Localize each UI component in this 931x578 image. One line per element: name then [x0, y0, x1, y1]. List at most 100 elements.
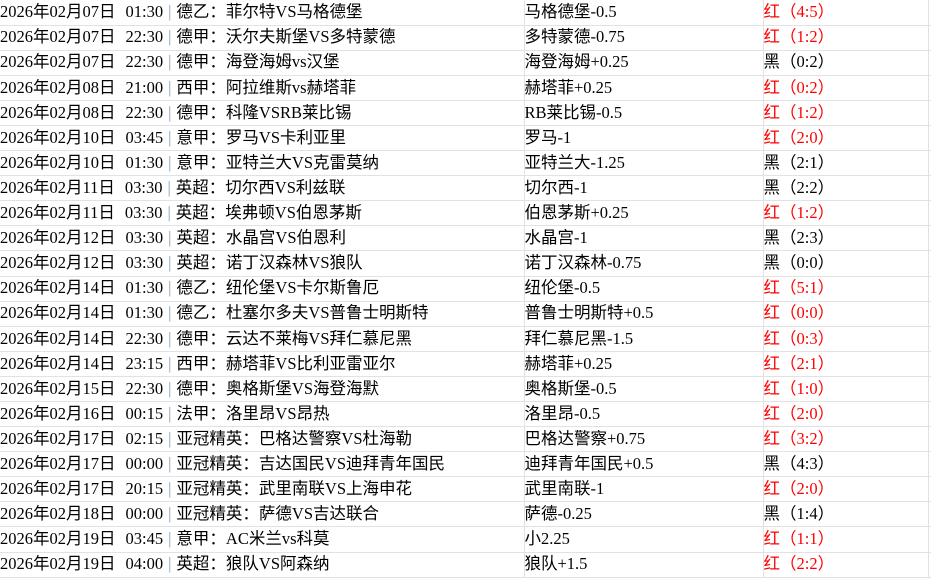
table-row[interactable]: 2026年02月14日 01:30 | 德乙：杜塞尔多夫VS普鲁士明斯特 普鲁士明斯特+… — [0, 301, 931, 327]
match-info-cell[interactable]: 2026年02月14日 22:30 | 德甲：云达不莱梅VS拜仁慕尼黑 — [0, 326, 525, 352]
pick-cell[interactable]: 切尔西-1 — [524, 175, 764, 202]
result-cell[interactable]: 红（1:2） — [763, 100, 929, 126]
pick-cell[interactable]: 小2.25 — [524, 526, 764, 553]
match-info-cell[interactable]: 2026年02月07日 01:30 | 德乙：菲尔特VS马格德堡 — [0, 0, 525, 26]
table-row[interactable]: 2026年02月18日 00:00 | 亚冠精英：萨德VS吉达联合 萨德-0.25 黑（1… — [0, 501, 931, 528]
match-info-cell[interactable]: 2026年02月16日 00:15 | 法甲：洛里昂VS昂热 — [0, 401, 525, 428]
result-cell[interactable]: 红（2:0） — [763, 125, 929, 152]
result-cell[interactable]: 黑（2:3） — [763, 225, 929, 252]
league-colon: ： — [208, 177, 226, 197]
match-info-cell[interactable]: 2026年02月19日 04:00 | 英超：狼队VS阿森纳 — [0, 552, 525, 578]
result-cell[interactable]: 红（2:2） — [763, 552, 929, 578]
pick-cell[interactable]: 水晶宫-1 — [524, 225, 764, 252]
table-row[interactable]: 2026年02月07日 01:30 | 德乙：菲尔特VS马格德堡 马格德堡-0.5 红（4… — [0, 0, 931, 26]
table-row[interactable]: 2026年02月12日 03:30 | 英超：水晶宫VS伯恩利 水晶宫-1 黑（2:3） — [0, 225, 931, 252]
pick-cell[interactable]: 海登海姆+0.25 — [524, 50, 764, 76]
result-cell[interactable]: 红（2:0） — [763, 401, 929, 428]
result-cell[interactable]: 红（2:0） — [763, 476, 929, 503]
match-info-cell[interactable]: 2026年02月17日 00:00 | 亚冠精英：吉达国民VS迪拜青年国民 — [0, 451, 525, 478]
table-row[interactable]: 2026年02月17日 00:00 | 亚冠精英：吉达国民VS迪拜青年国民 迪拜青年国民… — [0, 451, 931, 478]
pick-value: 诺丁汉森林-0.75 — [524, 253, 642, 273]
table-row[interactable]: 2026年02月15日 22:30 | 德甲：奥格斯堡VS海登海默 奥格斯堡-0.5 红（… — [0, 376, 931, 403]
pick-cell[interactable]: 诺丁汉森林-0.75 — [524, 250, 764, 277]
result-cell[interactable]: 红（1:2） — [763, 200, 929, 227]
pick-cell[interactable]: 多特蒙德-0.75 — [524, 25, 764, 51]
pick-cell[interactable]: 武里南联-1 — [524, 476, 764, 503]
pick-cell[interactable]: 赫塔菲+0.25 — [524, 351, 764, 377]
result-cell[interactable]: 黑（0:2） — [763, 50, 929, 76]
result-status-badge: 红 — [763, 2, 781, 22]
table-row[interactable]: 2026年02月19日 03:45 | 意甲：AC米兰vs科莫 小2.25 红（1:1） — [0, 526, 931, 553]
table-row[interactable]: 2026年02月14日 01:30 | 德乙：纽伦堡VS卡尔斯鲁厄 纽伦堡-0.5 红（5… — [0, 276, 931, 302]
result-cell[interactable]: 红（4:5） — [763, 0, 929, 26]
result-status-badge: 黑 — [763, 152, 781, 172]
pick-cell[interactable]: RB莱比锡-0.5 — [524, 100, 764, 126]
pick-cell[interactable]: 洛里昂-0.5 — [524, 401, 764, 428]
table-row[interactable]: 2026年02月16日 00:15 | 法甲：洛里昂VS昂热 洛里昂-0.5 红（2:0） — [0, 401, 931, 428]
match-info-cell[interactable]: 2026年02月07日 22:30 | 德甲：海登海姆vs汉堡 — [0, 50, 525, 76]
table-row[interactable]: 2026年02月14日 22:30 | 德甲：云达不莱梅VS拜仁慕尼黑 拜仁慕尼黑-1.… — [0, 326, 931, 352]
result-cell[interactable]: 黑（4:3） — [763, 451, 929, 478]
result-cell[interactable]: 黑（2:2） — [763, 175, 929, 202]
pick-cell[interactable]: 巴格达警察+0.75 — [524, 426, 764, 453]
result-status-badge: 黑 — [763, 453, 781, 473]
match-info-cell[interactable]: 2026年02月10日 01:30 | 意甲：亚特兰大VS克雷莫纳 — [0, 150, 525, 177]
result-cell[interactable]: 红（5:1） — [763, 276, 929, 302]
table-row[interactable]: 2026年02月10日 01:30 | 意甲：亚特兰大VS克雷莫纳 亚特兰大-1.25 黑… — [0, 150, 931, 177]
result-status-badge: 红 — [763, 353, 781, 373]
table-row[interactable]: 2026年02月12日 03:30 | 英超：诺丁汉森林VS狼队 诺丁汉森林-0.75 黑… — [0, 250, 931, 277]
result-cell[interactable]: 红（3:2） — [763, 426, 929, 453]
match-info-cell[interactable]: 2026年02月17日 02:15 | 亚冠精英：巴格达警察VS杜海勒 — [0, 426, 525, 453]
table-row[interactable]: 2026年02月19日 04:00 | 英超：狼队VS阿森纳 狼队+1.5 红（2:2） — [0, 552, 931, 578]
result-cell[interactable]: 红（2:1） — [763, 351, 929, 377]
pick-cell[interactable]: 拜仁慕尼黑-1.5 — [524, 326, 764, 352]
result-cell[interactable]: 红（0:0） — [763, 301, 929, 327]
pick-cell[interactable]: 迪拜青年国民+0.5 — [524, 451, 764, 478]
match-info-cell[interactable]: 2026年02月11日 03:30 | 英超：埃弗顿VS伯恩茅斯 — [0, 200, 525, 227]
pick-cell[interactable]: 马格德堡-0.5 — [524, 0, 764, 26]
match-info-cell[interactable]: 2026年02月17日 20:15 | 亚冠精英：武里南联VS上海申花 — [0, 476, 525, 503]
table-row[interactable]: 2026年02月08日 21:00 | 西甲：阿拉维斯vs赫塔菲 赫塔菲+0.25 红（0… — [0, 75, 931, 101]
match-info-cell[interactable]: 2026年02月12日 03:30 | 英超：诺丁汉森林VS狼队 — [0, 250, 525, 277]
pick-cell[interactable]: 伯恩茅斯+0.25 — [524, 200, 764, 227]
table-row[interactable]: 2026年02月17日 20:15 | 亚冠精英：武里南联VS上海申花 武里南联-1 红（… — [0, 476, 931, 503]
match-info-cell[interactable]: 2026年02月15日 22:30 | 德甲：奥格斯堡VS海登海默 — [0, 376, 525, 403]
result-cell[interactable]: 红（1:2） — [763, 25, 929, 51]
result-cell[interactable]: 黑（1:4） — [763, 501, 929, 528]
league-name: 英超 — [175, 203, 209, 223]
table-row[interactable]: 2026年02月14日 23:15 | 西甲：赫塔菲VS比利亚雷亚尔 赫塔菲+0.25 红… — [0, 351, 931, 377]
match-info-cell[interactable]: 2026年02月18日 00:00 | 亚冠精英：萨德VS吉达联合 — [0, 501, 525, 528]
table-row[interactable]: 2026年02月11日 03:30 | 英超：切尔西VS利兹联 切尔西-1 黑（2:2） — [0, 175, 931, 202]
match-info-cell[interactable]: 2026年02月10日 03:45 | 意甲：罗马VS卡利亚里 — [0, 125, 525, 152]
match-info-cell[interactable]: 2026年02月14日 01:30 | 德乙：纽伦堡VS卡尔斯鲁厄 — [0, 276, 525, 302]
table-row[interactable]: 2026年02月07日 22:30 | 德甲：沃尔夫斯堡VS多特蒙德 多特蒙德-0.75… — [0, 25, 931, 51]
table-row[interactable]: 2026年02月11日 03:30 | 英超：埃弗顿VS伯恩茅斯 伯恩茅斯+0.25 红（… — [0, 200, 931, 227]
match-info-cell[interactable]: 2026年02月07日 22:30 | 德甲：沃尔夫斯堡VS多特蒙德 — [0, 25, 525, 51]
table-row[interactable]: 2026年02月17日 02:15 | 亚冠精英：巴格达警察VS杜海勒 巴格达警察+0.… — [0, 426, 931, 453]
result-cell[interactable]: 黑（2:1） — [763, 150, 929, 177]
pick-cell[interactable]: 亚特兰大-1.25 — [524, 150, 764, 177]
pick-cell[interactable]: 奥格斯堡-0.5 — [524, 376, 764, 403]
pick-cell[interactable]: 狼队+1.5 — [524, 552, 764, 578]
result-cell[interactable]: 黑（0:0） — [763, 250, 929, 277]
match-info-cell[interactable]: 2026年02月11日 03:30 | 英超：切尔西VS利兹联 — [0, 175, 525, 202]
league-name: 德乙 — [176, 303, 210, 323]
pick-cell[interactable]: 纽伦堡-0.5 — [524, 276, 764, 302]
result-cell[interactable]: 红（1:0） — [763, 376, 929, 403]
pick-cell[interactable]: 赫塔菲+0.25 — [524, 75, 764, 101]
pick-cell[interactable]: 萨德-0.25 — [524, 501, 764, 528]
match-info-cell[interactable]: 2026年02月14日 01:30 | 德乙：杜塞尔多夫VS普鲁士明斯特 — [0, 301, 525, 327]
match-info-cell[interactable]: 2026年02月12日 03:30 | 英超：水晶宫VS伯恩利 — [0, 225, 525, 252]
pick-cell[interactable]: 普鲁士明斯特+0.5 — [524, 301, 764, 327]
result-cell[interactable]: 红（0:3） — [763, 326, 929, 352]
match-info-cell[interactable]: 2026年02月08日 21:00 | 西甲：阿拉维斯vs赫塔菲 — [0, 75, 525, 101]
match-info-cell[interactable]: 2026年02月08日 22:30 | 德甲：科隆VSRB莱比锡 — [0, 100, 525, 126]
result-cell[interactable]: 红（0:2） — [763, 75, 929, 101]
match-info-cell[interactable]: 2026年02月14日 23:15 | 西甲：赫塔菲VS比利亚雷亚尔 — [0, 351, 525, 377]
table-row[interactable]: 2026年02月10日 03:45 | 意甲：罗马VS卡利亚里 罗马-1 红（2:0） — [0, 125, 931, 152]
match-info-cell[interactable]: 2026年02月19日 03:45 | 意甲：AC米兰vs科莫 — [0, 526, 525, 553]
table-row[interactable]: 2026年02月08日 22:30 | 德甲：科隆VSRB莱比锡 RB莱比锡-0.5 红（… — [0, 100, 931, 126]
table-row[interactable]: 2026年02月07日 22:30 | 德甲：海登海姆vs汉堡 海登海姆+0.25 黑（0… — [0, 50, 931, 76]
pick-cell[interactable]: 罗马-1 — [524, 125, 764, 152]
result-cell[interactable]: 红（1:1） — [763, 526, 929, 553]
